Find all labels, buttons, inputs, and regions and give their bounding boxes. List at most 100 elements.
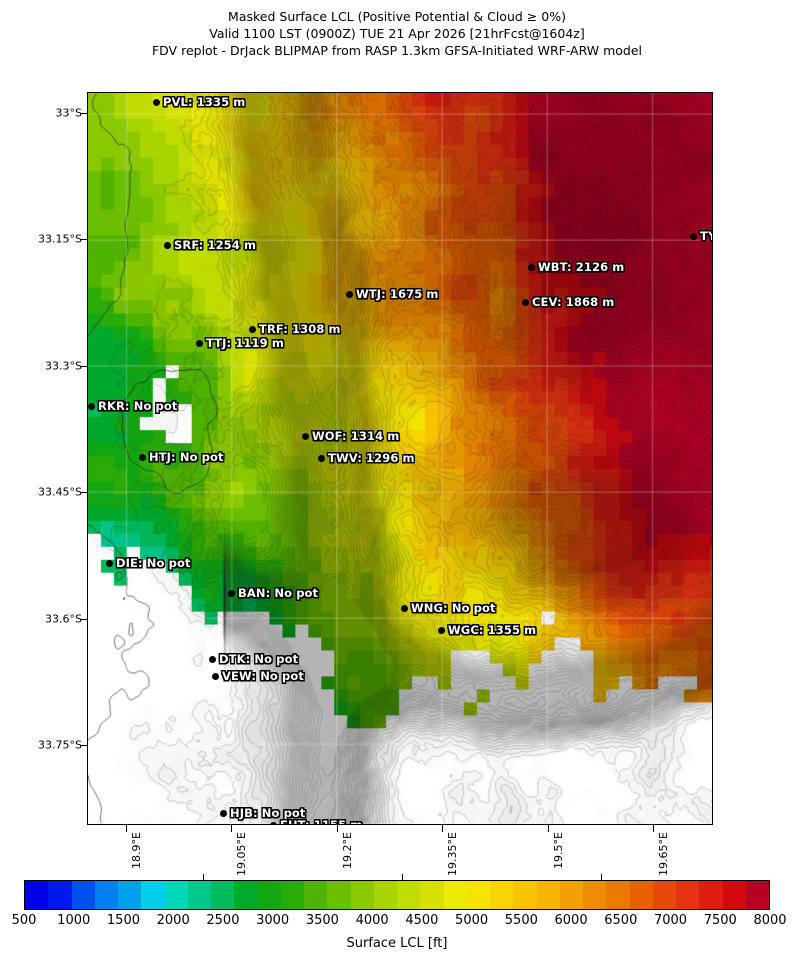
- station-marker[interactable]: SRF: 1254 m: [164, 238, 256, 252]
- longitude-tick-label: 19.5°E: [551, 832, 565, 869]
- station-marker[interactable]: WNG: No pot: [401, 601, 496, 615]
- colorbar-swatch: [164, 881, 188, 909]
- colorbar-swatch: [187, 881, 211, 909]
- colorbar-swatch: [141, 881, 165, 909]
- station-marker[interactable]: TRF: 1308 m: [249, 322, 341, 336]
- station-marker[interactable]: VEW: No pot: [212, 669, 304, 683]
- title-line-3: FDV replot - DrJack BLIPMAP from RASP 1.…: [151, 43, 643, 58]
- station-label: TWV: 1296 m: [328, 451, 415, 465]
- longitude-tick-label: 19.65°E: [657, 832, 671, 876]
- colorbar-tick-label: 3500: [305, 913, 339, 928]
- latitude-tick-label: 33.45°S: [38, 485, 82, 499]
- map-plot-area[interactable]: PVL: 1335 m TYJ: No pot SRF: 1254 m WBT: 21…: [87, 92, 713, 825]
- latitude-tick-mark: [80, 113, 87, 115]
- station-dot-icon: [212, 672, 219, 680]
- station-marker[interactable]: HJB: No pot: [220, 806, 306, 820]
- station-label: TRF: 1308 m: [259, 322, 341, 336]
- colorbar-tick-label: 8000: [753, 913, 787, 928]
- longitude-tick-label: 19.05°E: [235, 832, 249, 876]
- station-label: RKR: No pot: [98, 399, 178, 413]
- colorbar-swatch: [559, 881, 583, 909]
- station-label: VEW: No pot: [222, 669, 304, 683]
- station-dot-icon: [270, 821, 277, 824]
- colorbar-tick-mark: [600, 874, 602, 880]
- colorbar-swatch: [94, 881, 118, 909]
- station-label: DIE: No pot: [116, 556, 191, 570]
- station-label: WTJ: 1675 m: [356, 287, 439, 301]
- station-marker[interactable]: WGC: 1355 m: [438, 623, 536, 637]
- colorbar-swatch: [606, 881, 630, 909]
- station-label: FHT: 1155 m: [280, 818, 363, 825]
- longitude-tick-mark: [442, 825, 444, 832]
- station-marker[interactable]: FHT: 1155 m: [270, 818, 363, 825]
- colorbar-tick-label: 1500: [106, 913, 140, 928]
- latitude-tick-label: 33.75°S: [38, 738, 82, 752]
- station-dot-icon: [522, 298, 529, 306]
- station-label: PVL: 1335 m: [163, 95, 246, 109]
- station-dot-icon: [228, 589, 235, 597]
- colorbar-swatch: [490, 881, 514, 909]
- colorbar-tick-label: 4000: [355, 913, 389, 928]
- colorbar-container: [24, 880, 770, 910]
- station-marker[interactable]: HTJ: No pot: [139, 450, 224, 464]
- longitude-tick-mark: [653, 825, 655, 832]
- colorbar-tick-label: 6000: [554, 913, 588, 928]
- station-marker[interactable]: CEV: 1868 m: [522, 295, 614, 309]
- station-label: WBT: 2126 m: [538, 260, 625, 274]
- station-label: WNG: No pot: [411, 601, 496, 615]
- colorbar-swatch: [234, 881, 258, 909]
- station-marker[interactable]: RKR: No pot: [88, 399, 177, 413]
- station-marker[interactable]: TYJ: No pot: [690, 229, 712, 243]
- station-label: HJB: No pot: [230, 806, 306, 820]
- station-dot-icon: [318, 454, 325, 462]
- station-label: TTJ: 1119 m: [206, 336, 284, 350]
- station-dot-icon: [346, 290, 353, 298]
- station-label: SRF: 1254 m: [174, 238, 257, 252]
- colorbar-tick-label: 3000: [256, 913, 290, 928]
- station-dot-icon: [88, 402, 95, 410]
- colorbar-swatch: [722, 881, 746, 909]
- station-marker[interactable]: TTJ: 1119 m: [196, 336, 284, 350]
- latitude-tick-label: 33.15°S: [38, 232, 82, 246]
- colorbar-tick-label: 4500: [405, 913, 439, 928]
- station-marker[interactable]: TWV: 1296 m: [318, 451, 415, 465]
- colorbar-swatch: [118, 881, 142, 909]
- latitude-tick-mark: [80, 492, 87, 494]
- colorbar-tick-label: 2000: [156, 913, 190, 928]
- station-dot-icon: [401, 604, 408, 612]
- colorbar-tick-label: 7000: [653, 913, 688, 928]
- station-dot-icon: [249, 325, 256, 333]
- longitude-tick-mark: [336, 825, 338, 832]
- colorbar-swatch: [397, 881, 421, 909]
- station-dot-icon: [209, 655, 216, 663]
- station-marker[interactable]: DTK: No pot: [209, 652, 298, 666]
- colorbar-tick-label: 5500: [504, 913, 538, 928]
- colorbar-axis-label: Surface LCL [ft]: [346, 936, 448, 951]
- latitude-tick-label: 33°S: [55, 106, 82, 120]
- station-marker[interactable]: WOF: 1314 m: [302, 429, 399, 443]
- station-dot-icon: [106, 559, 113, 567]
- colorbar-swatch: [327, 881, 351, 909]
- latitude-tick-mark: [80, 239, 87, 241]
- colorbar[interactable]: [24, 880, 770, 910]
- colorbar-tick-mark: [401, 874, 403, 880]
- longitude-tick-label: 18.9°E: [129, 832, 143, 869]
- station-dot-icon: [528, 263, 535, 271]
- colorbar-tick-mark: [203, 874, 205, 880]
- station-label: HTJ: No pot: [149, 450, 224, 464]
- colorbar-swatch: [466, 881, 490, 909]
- station-dot-icon: [220, 809, 227, 817]
- latitude-tick-mark: [80, 365, 87, 367]
- latitude-tick-mark: [80, 744, 87, 746]
- station-marker[interactable]: BAN: No pot: [228, 586, 318, 600]
- lcl-heatmap-canvas: [88, 93, 712, 824]
- station-marker[interactable]: PVL: 1335 m: [153, 95, 245, 109]
- colorbar-tick-label: 5000: [455, 913, 489, 928]
- station-marker[interactable]: DIE: No pot: [106, 556, 191, 570]
- chart-title-block: Masked Surface LCL (Positive Potential &…: [0, 8, 794, 59]
- station-marker[interactable]: WBT: 2126 m: [528, 260, 624, 274]
- station-marker[interactable]: WTJ: 1675 m: [346, 287, 439, 301]
- longitude-tick-label: 19.2°E: [340, 832, 354, 869]
- longitude-tick-label: 19.35°E: [446, 832, 460, 876]
- colorbar-swatch: [304, 881, 328, 909]
